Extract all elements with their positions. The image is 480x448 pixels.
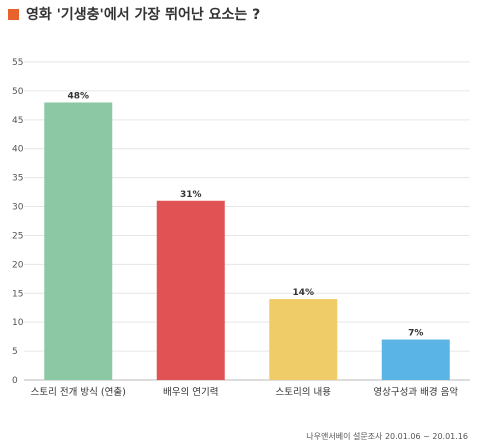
data-label: 7%: [408, 329, 423, 339]
bar: [381, 339, 450, 380]
data-label: 14%: [292, 288, 314, 298]
data-label: 31%: [180, 190, 202, 200]
source-note: 나우앤서베이 설문조사 20.01.06 ~ 20.01.16: [306, 432, 468, 441]
y-tick-label: 25: [12, 231, 23, 241]
title-marker-icon: [8, 8, 19, 20]
y-tick-label: 55: [12, 58, 23, 68]
y-tick-label: 30: [12, 203, 24, 213]
y-tick-label: 40: [12, 145, 24, 155]
x-category-label: 스토리의 내용: [276, 387, 332, 398]
bar: [269, 299, 338, 380]
y-tick-label: 0: [12, 376, 18, 386]
y-tick-label: 10: [12, 318, 24, 328]
x-category-label: 배우의 연기력: [163, 386, 218, 398]
data-label: 48%: [67, 91, 89, 101]
y-tick-label: 45: [12, 116, 23, 126]
y-tick-label: 20: [12, 260, 24, 270]
x-category-label: 스토리 전개 방식 (연출): [31, 387, 126, 398]
bar: [156, 200, 225, 380]
y-tick-label: 5: [12, 347, 18, 357]
chart-title-row: 영화 '기생충'에서 가장 뛰어난 요소는 ?: [8, 4, 260, 24]
y-tick-label: 15: [12, 289, 23, 299]
x-category-label: 영상구성과 배경 음악: [373, 386, 458, 398]
bar: [44, 102, 113, 381]
y-tick-label: 50: [12, 87, 24, 97]
y-tick-label: 35: [12, 174, 23, 184]
chart-title: 영화 '기생충'에서 가장 뛰어난 요소는 ?: [26, 7, 261, 23]
